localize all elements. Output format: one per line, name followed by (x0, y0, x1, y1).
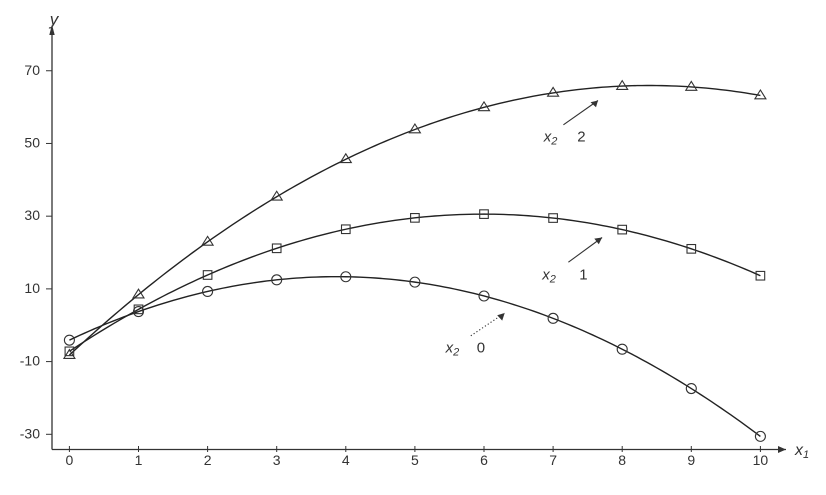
svg-text:y: y (49, 10, 60, 29)
svg-text:1: 1 (579, 267, 587, 284)
svg-text:x2: x2 (445, 340, 460, 359)
svg-text:x1: x1 (794, 442, 809, 461)
svg-text:0: 0 (66, 452, 74, 468)
svg-text:6: 6 (480, 452, 488, 468)
svg-text:x2: x2 (541, 267, 556, 286)
svg-text:x2: x2 (543, 129, 558, 148)
svg-text:3: 3 (273, 452, 281, 468)
svg-text:70: 70 (24, 62, 40, 78)
svg-text:-10: -10 (20, 353, 40, 369)
svg-text:10: 10 (753, 452, 769, 468)
svg-text:50: 50 (24, 134, 40, 150)
svg-text:10: 10 (24, 280, 40, 296)
svg-text:9: 9 (687, 452, 695, 468)
svg-text:-30: -30 (20, 425, 40, 441)
svg-text:2: 2 (577, 129, 585, 146)
svg-text:8: 8 (618, 452, 626, 468)
svg-text:5: 5 (411, 452, 419, 468)
svg-text:1: 1 (135, 452, 143, 468)
svg-text:2: 2 (204, 452, 212, 468)
svg-text:4: 4 (342, 452, 350, 468)
svg-text:7: 7 (549, 452, 557, 468)
svg-text:30: 30 (24, 207, 40, 223)
svg-text:0: 0 (477, 340, 485, 357)
